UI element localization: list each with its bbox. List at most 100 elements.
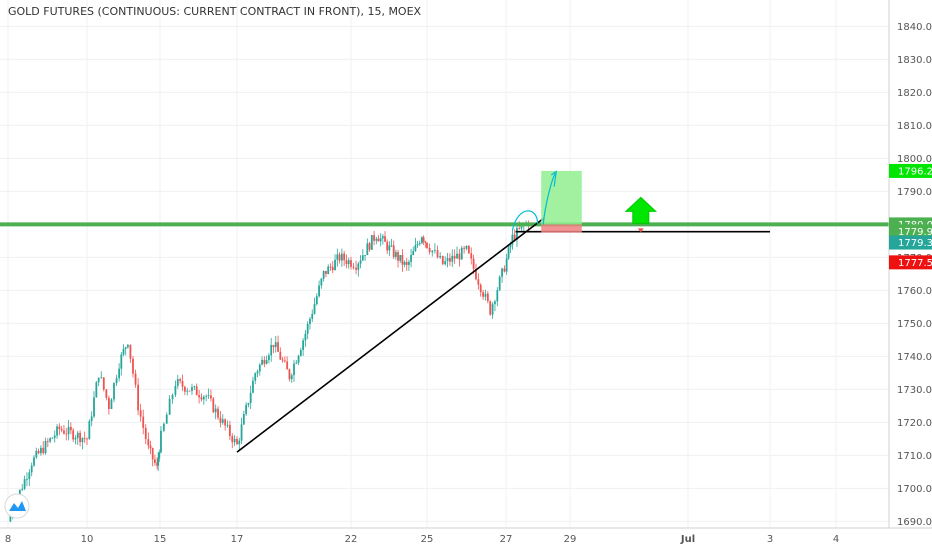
candle-body [482, 292, 484, 297]
candle-body [9, 515, 12, 522]
candle-body [449, 258, 451, 262]
candle-body [51, 437, 54, 439]
candle-body [428, 247, 431, 253]
candle-body [401, 255, 404, 265]
candle-body [79, 432, 81, 443]
y-tick-label: 1690.0 [897, 517, 932, 528]
candle-body [40, 447, 42, 454]
candle-body [158, 452, 161, 459]
candle-body [181, 381, 184, 387]
candle-body [414, 245, 417, 252]
candle-body [124, 347, 127, 349]
candle-body [65, 433, 68, 435]
y-tick-label: 1710.0 [897, 451, 932, 462]
candle-body [355, 267, 357, 270]
candle-body [505, 258, 508, 272]
candle-body [322, 270, 325, 279]
candle-body [340, 253, 343, 261]
candle-body [258, 364, 261, 372]
candle-body [399, 255, 402, 261]
candle-body [375, 238, 378, 241]
candle-body [228, 424, 231, 436]
candle-body [379, 238, 382, 242]
candle-body [195, 386, 198, 396]
y-tick-label: 1720.0 [897, 418, 932, 429]
candle-body [306, 323, 309, 334]
candle-body [174, 385, 177, 395]
candle-body [122, 348, 125, 355]
candle-body [408, 261, 410, 265]
candle-body [30, 465, 33, 473]
y-tick-label: 1790.0 [897, 187, 932, 198]
price-tag [889, 235, 932, 250]
tradingview-logo-icon[interactable] [4, 493, 30, 519]
candle-body [347, 260, 350, 265]
candle-body [388, 245, 391, 251]
candle-body [309, 318, 311, 324]
candle-body [191, 387, 193, 391]
price-tag [889, 255, 932, 270]
candle-body [95, 382, 98, 398]
candle-body [513, 234, 516, 240]
trendline [236, 217, 545, 453]
drawings [0, 170, 889, 453]
x-tick-label: 4 [833, 534, 839, 545]
candle-body [403, 261, 406, 265]
candle-body [226, 424, 229, 426]
candle-body [441, 255, 444, 265]
candle-body [460, 247, 463, 260]
candle-body [412, 251, 415, 255]
candle-body [210, 395, 212, 399]
candle-body [313, 304, 316, 314]
candle-body [126, 344, 129, 348]
candle-body [426, 242, 428, 248]
candle-body [231, 435, 234, 443]
candle-body [90, 416, 93, 422]
candle-body [475, 268, 477, 280]
candle-body [179, 379, 182, 382]
candle-body [21, 488, 24, 490]
candle-body [240, 424, 243, 441]
candle-body [352, 266, 355, 268]
candle-body [350, 260, 352, 267]
x-tick-label: 10 [81, 534, 94, 545]
candle-body [56, 426, 58, 436]
candle-body [205, 396, 208, 397]
candle-body [268, 355, 270, 361]
y-tick-label: 1810.0 [897, 121, 932, 132]
candle-body [186, 390, 189, 392]
candle-body [277, 342, 279, 352]
y-tick-label: 1750.0 [897, 319, 932, 330]
candle-body [293, 363, 295, 376]
candle-body [394, 252, 397, 257]
candle-body [507, 247, 510, 259]
candle-body [144, 427, 147, 440]
candle-body [202, 396, 205, 400]
candle-body [467, 245, 470, 254]
candle-body [477, 279, 480, 285]
candle-body [139, 410, 142, 417]
candle-body [147, 439, 150, 446]
candle-body [366, 243, 369, 256]
candle-body [108, 397, 110, 410]
candle-body [520, 225, 523, 229]
candle-body [26, 479, 28, 480]
candle-body [486, 293, 489, 302]
y-ticks: 1690.0 1700.0 1710.0 1720.0 1730.0 1740.0 1750… [897, 22, 932, 528]
candle-body [381, 236, 384, 239]
candle-body [334, 259, 336, 271]
candle-body [102, 377, 105, 390]
x-tick-label: 29 [564, 534, 577, 545]
projection-arrow-head [550, 170, 557, 187]
price-tag [889, 163, 932, 178]
candle-body [100, 377, 103, 379]
candle-body [331, 266, 334, 271]
candle-body [479, 284, 482, 293]
projection-arrow [542, 172, 556, 225]
candle-body [361, 255, 364, 261]
candle-body [168, 398, 171, 415]
y-tick-label: 1830.0 [897, 55, 932, 66]
price-tag [889, 224, 932, 239]
